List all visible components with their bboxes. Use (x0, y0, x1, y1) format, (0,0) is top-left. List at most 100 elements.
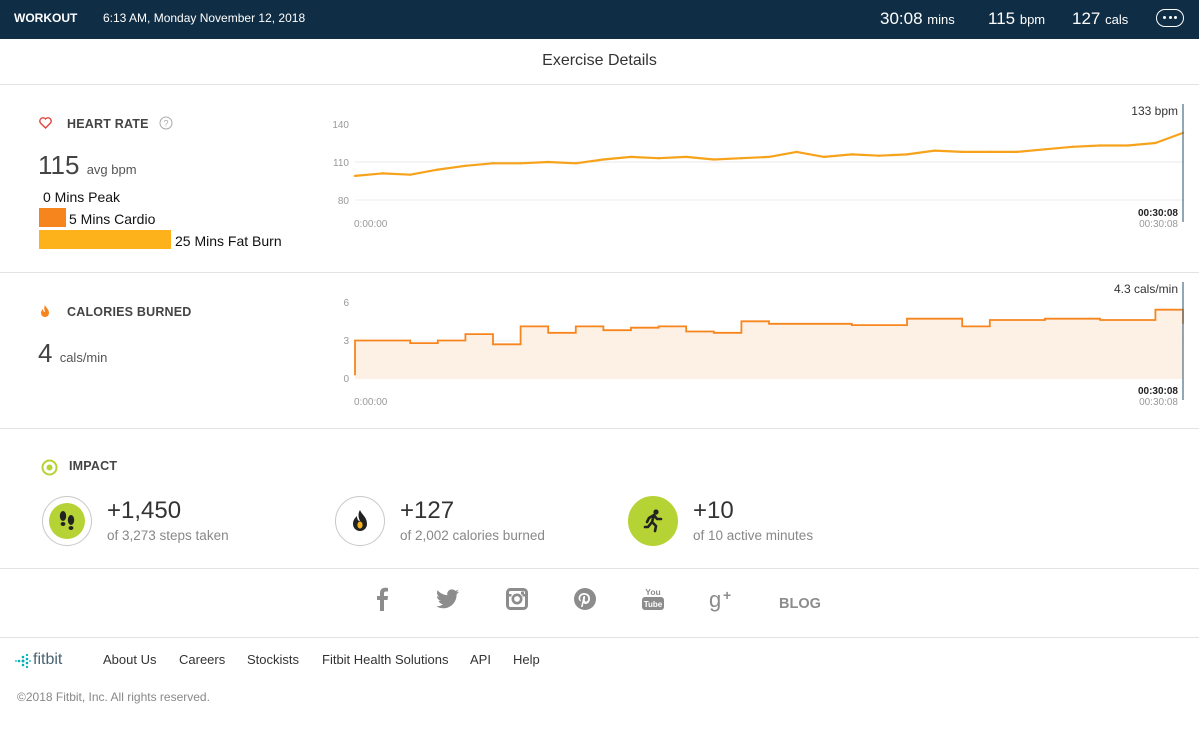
footer-link-stockists[interactable]: Stockists (247, 652, 300, 667)
footer-link-health-solutions[interactable]: Fitbit Health Solutions (322, 652, 449, 667)
heart-rate-point (602, 158, 605, 161)
copyright: ©2018 Fitbit, Inc. All rights reserved. (17, 690, 210, 704)
heart-rate-point (905, 153, 909, 156)
duration-stat: 30:08 mins (880, 9, 955, 29)
heart-rate-point (933, 149, 936, 152)
divider (0, 568, 1199, 569)
facebook-icon[interactable] (373, 586, 391, 612)
calories-badge (335, 496, 385, 546)
heart-rate-point (1016, 150, 1019, 154)
heart-rate-point (464, 164, 467, 167)
calories-sub: of 2,002 calories burned (400, 528, 545, 543)
cals-per-min-value: 4 (38, 338, 53, 368)
question-icon[interactable]: ? (159, 116, 173, 130)
zone-cardio-label: 5 Mins Cardio (69, 211, 156, 227)
x-end-bold-label: 00:30:08 (1138, 208, 1178, 219)
heart-rate-point (1099, 144, 1102, 147)
heart-rate-point (409, 173, 412, 176)
runner-icon (635, 503, 671, 539)
footer-link-api[interactable]: API (470, 652, 491, 667)
steps-sub: of 3,273 steps taken (107, 528, 229, 543)
heart-rate-line (354, 131, 1184, 177)
heart-rate-point (547, 160, 550, 164)
divider (0, 272, 1199, 273)
zone-peak-label: 0 Mins Peak (43, 189, 121, 205)
calories-series (354, 308, 1184, 379)
divider (0, 84, 1199, 85)
y-tick-label: 3 (343, 336, 349, 347)
x-start-label: 0:00:00 (354, 397, 388, 408)
bpm-value: 115 (988, 9, 1016, 28)
y-tick-label: 110 (333, 158, 349, 169)
calories-label: CALORIES BURNED (67, 305, 192, 319)
pinterest-icon[interactable] (573, 587, 597, 611)
twitter-icon[interactable] (436, 589, 460, 609)
divider (0, 428, 1199, 429)
heart-rate-point (823, 155, 826, 159)
ellipsis-icon[interactable] (1156, 9, 1184, 27)
heart-rate-point (850, 153, 853, 156)
bpm-unit: bpm (1019, 12, 1046, 27)
flame-icon (342, 503, 378, 539)
y-tick-label: 80 (338, 196, 350, 207)
cals-stat: 127 cals (1072, 9, 1128, 29)
heart-rate-point (961, 150, 964, 154)
heart-rate-point (519, 162, 522, 165)
cals-per-min-unit: cals/min (59, 350, 108, 365)
heart-rate-point (353, 174, 357, 178)
x-end-label: 00:30:08 (1139, 219, 1178, 230)
calories-chart[interactable]: 6 3 0 4.3 cals/min 0:00:00 00:30:08 00:3… (330, 278, 1190, 413)
divider (0, 637, 1199, 638)
avg-bpm-value: 115 (38, 150, 80, 180)
fitbit-dots-icon (15, 653, 31, 669)
instagram-icon[interactable] (506, 588, 528, 610)
footer-link-about-us[interactable]: About Us (103, 652, 157, 667)
duration-value: 30:08 (880, 9, 923, 28)
current-bpm-label: 133 bpm (1131, 104, 1178, 118)
heart-rate-point (381, 172, 384, 175)
heart-rate-point (1043, 148, 1047, 151)
x-end-label: 00:30:08 (1139, 397, 1178, 408)
heart-rate-chart[interactable]: 140 110 80 133 bpm 0:00:00 00:30:08 00:3… (330, 100, 1190, 235)
x-end-bold-label: 00:30:08 (1138, 386, 1178, 397)
impact-label: IMPACT (69, 459, 118, 473)
active-minutes-sub: of 10 active minutes (693, 528, 814, 543)
svg-text:?: ? (163, 119, 168, 129)
zone-fatburn-bar (39, 230, 171, 249)
footer-link-careers[interactable]: Careers (179, 652, 226, 667)
avg-bpm-unit: avg bpm (86, 162, 137, 177)
heart-rate-point (712, 158, 715, 161)
heart-rate-series (353, 131, 1185, 178)
x-start-label: 0:00:00 (354, 219, 388, 230)
steps-badge (42, 496, 92, 546)
google-plus-icon[interactable]: g + (709, 586, 735, 612)
footer-link-help[interactable]: Help (513, 652, 540, 667)
heart-rate-point (685, 155, 688, 159)
calories-line (354, 308, 1184, 376)
active-minutes-value: +10 (693, 497, 734, 524)
heart-icon (39, 117, 52, 129)
heart-rate-point (574, 162, 577, 165)
active-minutes-badge (628, 496, 678, 546)
calories-area (355, 309, 1183, 379)
heart-rate-point (878, 154, 881, 157)
heart-rate-point (795, 150, 798, 154)
current-cals-label: 4.3 cals/min (1114, 282, 1178, 296)
heart-rate-point (1154, 141, 1157, 145)
zone-cardio-bar (39, 208, 66, 227)
bpm-stat: 115 bpm (988, 9, 1045, 29)
svg-text:You: You (645, 587, 660, 597)
cals-per-min: 4 cals/min (38, 338, 107, 369)
heart-rate-point (657, 157, 660, 160)
top-bar: WORKOUT 6:13 AM, Monday November 12, 201… (0, 0, 1199, 39)
avg-bpm: 115 avg bpm (38, 150, 137, 181)
flame-small-icon (41, 305, 49, 317)
youtube-icon[interactable]: You Tube (641, 586, 665, 612)
steps-value: +1,450 (107, 497, 182, 524)
zone-fatburn-label: 25 Mins Fat Burn (175, 233, 282, 249)
brand-name: fitbit (33, 651, 63, 668)
blog-link[interactable]: BLOG (779, 596, 821, 612)
heart-rate-point (1071, 145, 1074, 148)
heart-rate-point (767, 155, 771, 159)
heart-rate-point (629, 155, 633, 159)
